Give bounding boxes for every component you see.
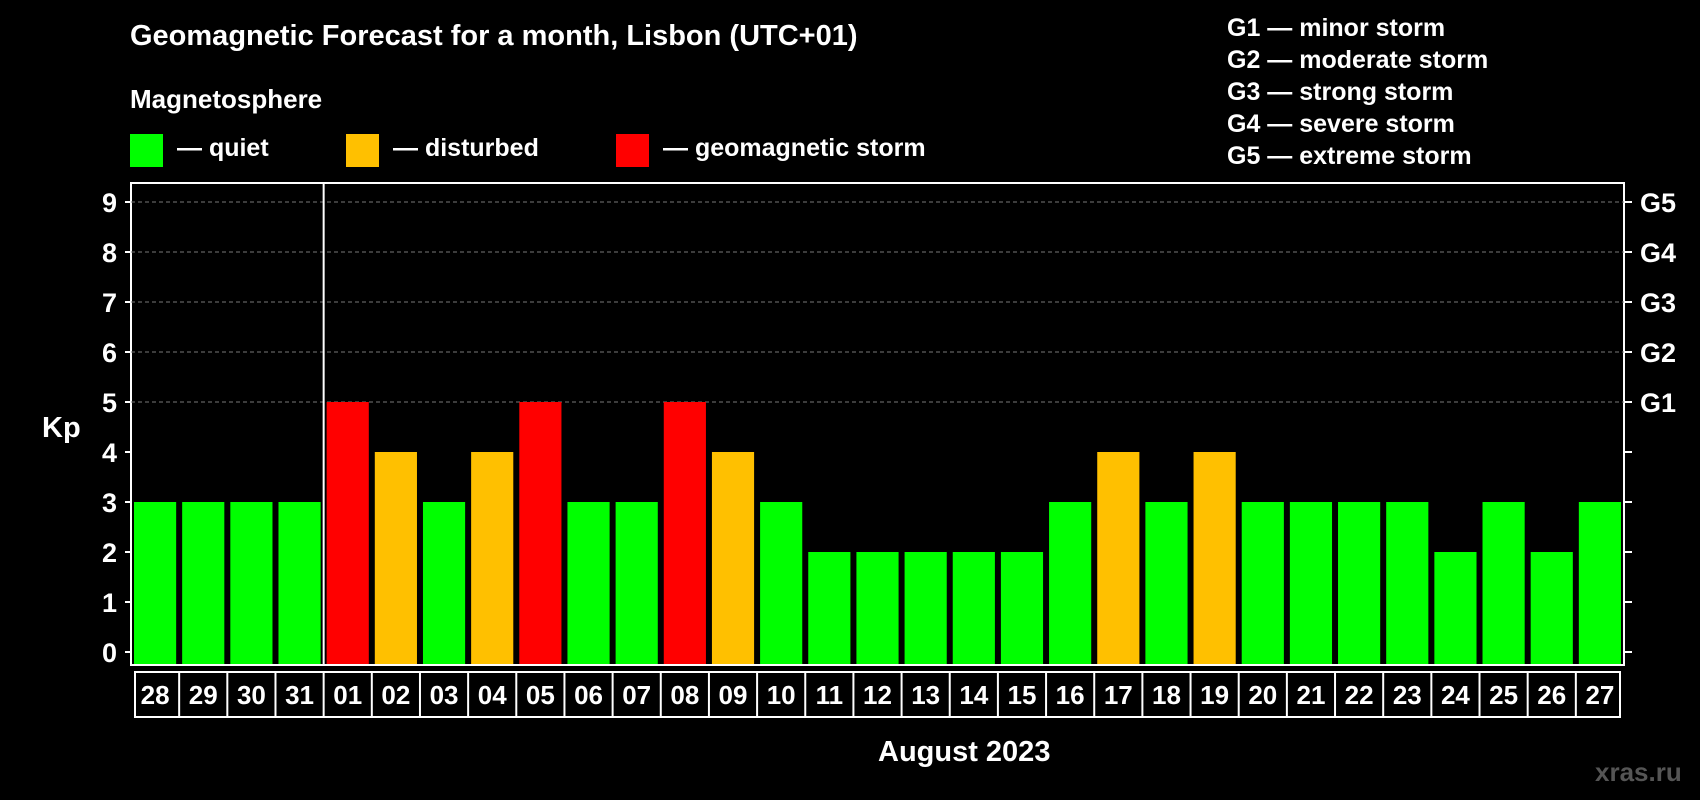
bar-06 [567, 502, 610, 664]
x-tick-label-03: 03 [430, 680, 459, 710]
x-tick-label-08: 08 [670, 680, 699, 710]
x-tick-label-25: 25 [1489, 680, 1518, 710]
bar-27 [1578, 502, 1621, 664]
x-tick-label-11: 11 [816, 680, 844, 710]
bar-28 [134, 502, 177, 664]
bar-22 [1338, 502, 1381, 664]
x-tick-label-18: 18 [1152, 680, 1181, 710]
storm-level-g1: G1 — minor storm [1227, 14, 1446, 42]
bar-07 [615, 502, 658, 664]
bar-13 [904, 552, 947, 664]
x-axis-label: August 2023 [878, 736, 1051, 768]
x-tick-label-05: 05 [526, 680, 555, 710]
bar-21 [1289, 502, 1333, 664]
bar-12 [856, 552, 899, 664]
x-tick-label-07: 07 [622, 680, 651, 710]
y-tick-label-4: 4 [102, 438, 117, 468]
bar-05 [519, 402, 562, 664]
date-strip [134, 671, 1621, 718]
y-tick-label-6: 6 [102, 338, 117, 368]
bar-14 [952, 552, 995, 664]
x-tick-label-20: 20 [1248, 680, 1277, 710]
x-tick-label-23: 23 [1393, 680, 1422, 710]
x-tick-label-29: 29 [189, 680, 218, 710]
legend-swatch-quiet [130, 134, 163, 167]
y-tick-label-1: 1 [102, 588, 117, 618]
bar-18 [1145, 502, 1188, 664]
right-axis-label-g5: G5 [1640, 188, 1676, 218]
bar-11 [808, 552, 851, 664]
bar-19 [1193, 452, 1236, 664]
x-tick-label-15: 15 [1008, 680, 1037, 710]
bar-03 [422, 502, 466, 664]
bar-16 [1049, 502, 1092, 664]
bar-26 [1530, 552, 1573, 664]
storm-level-g4: G4 — severe storm [1227, 110, 1455, 138]
legend-heading: Magnetosphere [130, 84, 323, 114]
y-tick-label-9: 9 [102, 188, 117, 218]
storm-level-g3: G3 — strong storm [1227, 78, 1454, 106]
legend-label-disturbed: — disturbed [393, 134, 539, 162]
right-axis-label-g1: G1 [1640, 388, 1676, 418]
watermark: xras.ru [1595, 757, 1682, 787]
bar-02 [374, 452, 417, 664]
bar-04 [471, 452, 514, 664]
x-tick-label-26: 26 [1537, 680, 1566, 710]
x-tick-label-06: 06 [574, 680, 603, 710]
bar-20 [1241, 502, 1284, 664]
y-tick-label-2: 2 [102, 538, 117, 568]
legend-swatch-disturbed [346, 134, 379, 167]
right-axis-label-g2: G2 [1640, 338, 1676, 368]
x-tick-label-01: 01 [333, 680, 362, 710]
x-tick-label-02: 02 [381, 680, 410, 710]
y-tick-label-7: 7 [102, 288, 117, 318]
x-tick-label-21: 21 [1296, 680, 1325, 710]
legend-swatch-storm [616, 134, 649, 167]
chart-title: Geomagnetic Forecast for a month, Lisbon… [130, 20, 858, 52]
right-axis-label-g4: G4 [1640, 238, 1676, 268]
y-tick-label-3: 3 [102, 488, 117, 518]
bar-17 [1097, 452, 1140, 664]
plot-frame [130, 182, 1625, 666]
bar-08 [663, 402, 706, 664]
bar-23 [1386, 502, 1429, 664]
x-tick-label-28: 28 [141, 680, 170, 710]
x-tick-label-14: 14 [959, 680, 988, 710]
bar-30 [230, 502, 273, 664]
storm-level-g5: G5 — extreme storm [1227, 142, 1472, 170]
legend-label-storm: — geomagnetic storm [663, 134, 926, 162]
x-tick-label-04: 04 [478, 680, 507, 710]
y-tick-label-5: 5 [102, 388, 117, 418]
x-tick-label-31: 31 [285, 680, 314, 710]
x-tick-label-22: 22 [1345, 680, 1374, 710]
bar-01 [326, 402, 369, 664]
x-tick-label-12: 12 [863, 680, 892, 710]
x-tick-label-24: 24 [1441, 680, 1470, 710]
x-tick-label-30: 30 [237, 680, 266, 710]
bar-09 [711, 452, 755, 664]
x-tick-label-16: 16 [1056, 680, 1085, 710]
x-tick-label-13: 13 [911, 680, 940, 710]
right-axis-label-g3: G3 [1640, 288, 1676, 318]
bar-25 [1482, 502, 1525, 664]
legend-label-quiet: — quiet [177, 134, 269, 162]
y-tick-label-0: 0 [102, 638, 117, 668]
bar-24 [1434, 552, 1477, 664]
x-tick-label-19: 19 [1200, 680, 1229, 710]
x-tick-label-17: 17 [1104, 680, 1133, 710]
x-tick-label-09: 09 [719, 680, 748, 710]
bar-10 [760, 502, 803, 664]
bar-31 [278, 502, 321, 664]
y-tick-label-8: 8 [102, 238, 117, 268]
x-tick-label-10: 10 [767, 680, 796, 710]
bar-29 [182, 502, 225, 664]
x-tick-label-27: 27 [1585, 680, 1614, 710]
bar-15 [1000, 552, 1044, 664]
y-axis-label: Kp [42, 412, 81, 444]
storm-level-g2: G2 — moderate storm [1227, 46, 1489, 74]
